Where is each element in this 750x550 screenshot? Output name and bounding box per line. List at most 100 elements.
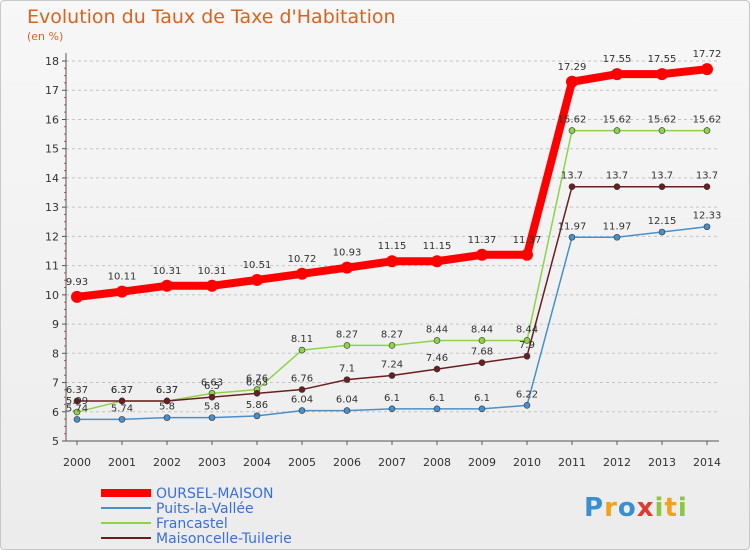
x-tick-label: 2004	[243, 456, 271, 469]
logo-letter: i	[677, 493, 688, 523]
series-1-label: 11.97	[603, 221, 632, 232]
series-3-label: 13.7	[606, 171, 628, 182]
y-tick-label: 16	[45, 113, 59, 126]
series-1-label: 5.74	[66, 403, 88, 414]
series-0-point	[701, 63, 713, 76]
x-tick-label: 2005	[288, 456, 316, 469]
x-tick-label: 2008	[423, 456, 451, 469]
series-0-point	[71, 290, 83, 303]
series-3-label: 6.37	[111, 385, 133, 396]
series-3-label: 13.7	[696, 171, 718, 182]
y-tick-label: 8	[52, 347, 59, 360]
series-0-label: 17.55	[648, 54, 677, 65]
series-3-point	[433, 365, 441, 373]
series-1-label: 6.04	[336, 395, 358, 406]
series-0-point	[566, 75, 578, 88]
series-2-point	[298, 346, 306, 354]
series-0-point	[386, 255, 398, 268]
series-1-point	[298, 407, 306, 414]
x-tick-label: 2011	[558, 456, 586, 469]
legend-label-3: Maisoncelle-Tuilerie	[156, 531, 292, 547]
series-2-point	[568, 127, 576, 134]
series-3-label: 7.46	[426, 353, 448, 364]
y-axis-unit: (en %)	[27, 30, 64, 43]
series-2-point	[433, 337, 441, 344]
series-3-point	[703, 183, 711, 190]
proxiti-logo: Proxiti	[584, 493, 688, 523]
series-0-point	[161, 279, 173, 292]
series-0-label: 17.55	[603, 54, 632, 65]
series-3-label: 13.7	[651, 171, 673, 182]
series-3-point	[163, 397, 171, 405]
series-3-point	[253, 390, 261, 397]
series-3-label: 7.1	[339, 364, 355, 375]
series-1-label: 12.15	[648, 216, 677, 227]
series-2-label: 15.62	[693, 115, 722, 126]
series-3-label: 6.37	[156, 385, 178, 396]
series-0-label: 11.15	[378, 241, 407, 252]
y-tick-label: 7	[52, 377, 59, 390]
series-1-label: 11.97	[558, 221, 587, 232]
series-0-label: 9.93	[66, 277, 88, 288]
series-2-point	[73, 408, 81, 416]
logo-letter: o	[617, 493, 637, 523]
x-tick-label: 2013	[648, 456, 676, 469]
series-2-label: 8.44	[426, 324, 448, 335]
series-1-point	[523, 402, 531, 409]
series-1-label: 6.1	[384, 393, 400, 404]
series-2-point	[658, 127, 666, 134]
series-3-point	[388, 372, 396, 379]
series-1-point	[478, 405, 486, 413]
x-tick-label: 2002	[153, 456, 181, 469]
series-2-point	[613, 127, 621, 134]
series-0-label: 10.31	[153, 266, 182, 277]
series-0-label: 10.51	[243, 260, 272, 271]
series-1-point	[433, 405, 441, 413]
series-2-label: 8.27	[336, 329, 358, 340]
series-1-label: 5.74	[111, 403, 133, 414]
series-0-label: 10.11	[108, 272, 137, 283]
series-1-label: 6.04	[291, 395, 313, 406]
y-tick-label: 11	[45, 260, 59, 273]
legend-label-0: OURSEL-MAISON	[156, 486, 274, 502]
x-tick-label: 2006	[333, 456, 361, 469]
series-2-point	[388, 342, 396, 349]
series-2-label: 8.11	[291, 334, 313, 345]
y-tick-label: 9	[52, 318, 59, 331]
y-tick-label: 12	[45, 230, 59, 243]
series-1-label: 5.86	[246, 400, 268, 411]
x-tick-label: 2010	[513, 456, 541, 469]
series-1-label: 6.1	[474, 393, 490, 404]
series-1-label: 12.33	[693, 211, 722, 222]
legend-label-2: Francastel	[156, 516, 228, 532]
logo-letter: i	[654, 493, 665, 523]
series-0-label: 17.29	[558, 62, 587, 73]
series-1-point	[343, 407, 351, 414]
series-0-point	[431, 255, 443, 268]
series-3-label: 6.37	[66, 385, 88, 396]
series-3-point	[568, 183, 576, 190]
series-lines	[71, 63, 713, 423]
series-0-label: 17.72	[693, 49, 722, 60]
series-1-point	[613, 233, 621, 241]
logo-letter: P	[584, 493, 605, 523]
x-tick-label: 2003	[198, 456, 226, 469]
y-tick-label: 5	[52, 435, 59, 448]
series-1-point	[703, 223, 711, 231]
series-0-point	[611, 68, 623, 81]
series-2-label: 6.37	[156, 385, 178, 396]
y-tick-label: 18	[45, 55, 59, 68]
series-3-label: 7.9	[519, 340, 535, 351]
series-3-point	[523, 352, 531, 360]
series-3-label: 6.76	[291, 374, 313, 385]
series-0-point	[206, 279, 218, 292]
series-0-point	[521, 248, 533, 261]
data-labels: 9.93 10.11 10.31 10.31 10.51 10.72 10.93 11.15 1…	[66, 49, 721, 414]
series-1-label: 6.22	[516, 389, 538, 400]
series-1-point	[118, 416, 126, 423]
series-1-point	[163, 414, 171, 421]
series-0-point	[656, 68, 668, 81]
series-0-point	[116, 285, 128, 298]
x-tick-label: 2009	[468, 456, 496, 469]
